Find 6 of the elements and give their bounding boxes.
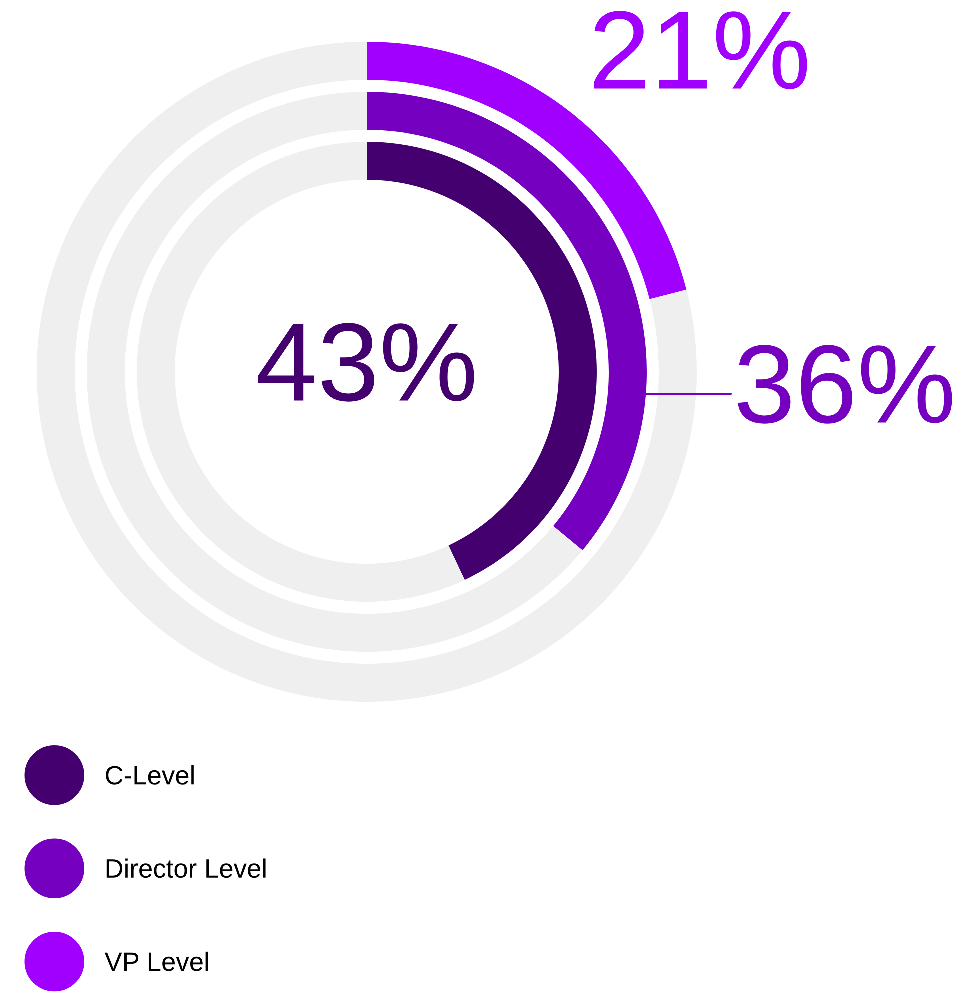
legend-label: Director Level — [106, 858, 266, 878]
legend-label: C-Level — [106, 766, 194, 785]
data-label: 36% — [738, 345, 952, 424]
data-label: 21% — [594, 11, 808, 90]
data-label: 43% — [258, 323, 474, 402]
legend-label: VP Level — [104, 952, 208, 972]
